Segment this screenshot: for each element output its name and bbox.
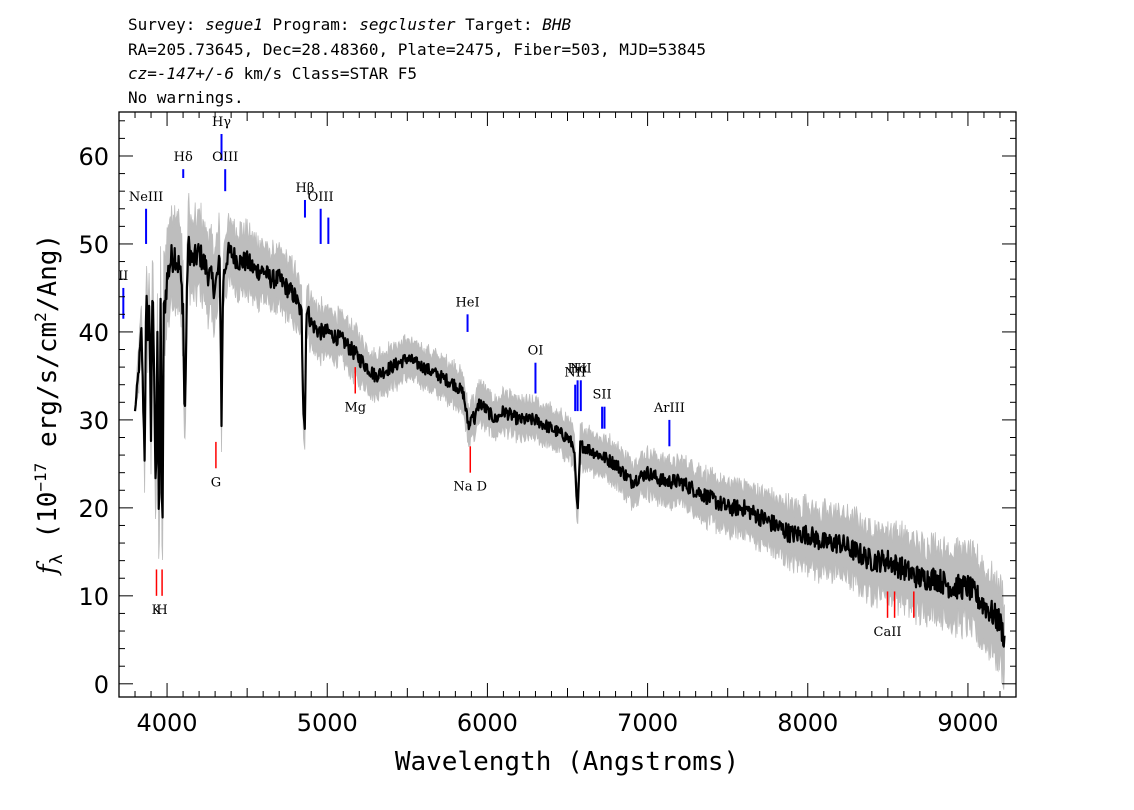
plot-area: HδHγOIIIHβOIIINeIIIIIHeIOINIIHαNIISIIArI… <box>118 115 1006 690</box>
y-title-exp2: 2 <box>31 312 50 322</box>
y-tick-label: 10 <box>78 583 109 611</box>
header-redshift-part: cz=-147+/-6 <box>128 64 234 83</box>
line-label: Na D <box>453 480 487 495</box>
header-survey-part: BHB <box>542 15 571 34</box>
x-tick-label: 7000 <box>617 709 678 737</box>
x-tick-label: 5000 <box>297 709 358 737</box>
y-title-exp: −17 <box>31 463 50 492</box>
y-tick-label: 20 <box>78 495 109 523</box>
line-label: Hα <box>568 361 588 376</box>
x-tick-label: 9000 <box>937 709 998 737</box>
line-annotations: HδHγOIIIHβOIIINeIIIIIHeIOINIIHαNIISIIArI… <box>118 115 915 640</box>
line-label: OIII <box>308 190 334 205</box>
line-label: Hβ <box>296 181 315 196</box>
line-label: K <box>152 603 162 618</box>
line-label: ArIII <box>653 401 685 416</box>
x-tick-label: 6000 <box>457 709 518 737</box>
y-title-mid: erg/s/cm <box>33 322 63 463</box>
header-redshift-part: km/s Class=STAR F5 <box>234 64 417 83</box>
plot-frame <box>118 111 1017 698</box>
header-survey-part: segue1 <box>205 15 263 34</box>
y-axis-title: fλ (10−17 erg/s/cm2/Ang) <box>31 234 67 576</box>
line-label: NII <box>564 366 586 381</box>
y-title-pre: (10 <box>33 492 63 555</box>
y-title-post: /Ang) <box>33 234 63 312</box>
line-label: Hγ <box>212 115 231 130</box>
line-label: OI <box>528 344 544 359</box>
header-survey-part: Target: <box>456 15 543 34</box>
flux-series-line <box>133 235 1006 648</box>
header-survey-part: Survey: <box>128 15 205 34</box>
y-tick-label: 50 <box>78 231 109 259</box>
line-label: Hδ <box>174 150 193 165</box>
line-label: SII <box>593 388 612 403</box>
header-coordinates-line: RA=205.73645, Dec=28.48360, Plate=2475, … <box>128 40 706 59</box>
line-label: NeIII <box>129 190 163 205</box>
line-label: CaII <box>874 625 902 640</box>
chart-header: Survey: segue1 Program: segcluster Targe… <box>128 15 706 107</box>
header-redshift-line: cz=-147+/-6 km/s Class=STAR F5 <box>128 64 417 83</box>
header-survey-line: Survey: segue1 Program: segcluster Targe… <box>128 15 571 34</box>
y-title-sub: λ <box>47 554 67 564</box>
y-tick-label: 30 <box>78 407 109 435</box>
y-tick-label: 0 <box>94 671 109 699</box>
x-tick-label: 8000 <box>777 709 838 737</box>
y-tick-label: 40 <box>78 319 109 347</box>
line-label: II <box>118 269 128 284</box>
line-label: G <box>211 475 221 490</box>
header-warnings-line: No warnings. <box>128 88 244 107</box>
line-label: NII <box>570 361 592 376</box>
line-label: HeI <box>455 295 479 310</box>
x-axis: 4000 5000 6000 7000 8000 9000 <box>118 112 1017 737</box>
x-tick-label: 4000 <box>137 709 198 737</box>
line-label: Mg <box>344 401 366 416</box>
line-label: OIII <box>212 150 238 165</box>
x-axis-title: Wavelength (Angstroms) <box>395 747 739 777</box>
header-survey-part: segcluster <box>359 15 456 34</box>
y-axis: 0 10 20 30 40 50 60 <box>78 120 1016 699</box>
line-label: H <box>156 603 167 618</box>
header-survey-part: Program: <box>263 15 359 34</box>
y-tick-label: 60 <box>78 143 109 171</box>
